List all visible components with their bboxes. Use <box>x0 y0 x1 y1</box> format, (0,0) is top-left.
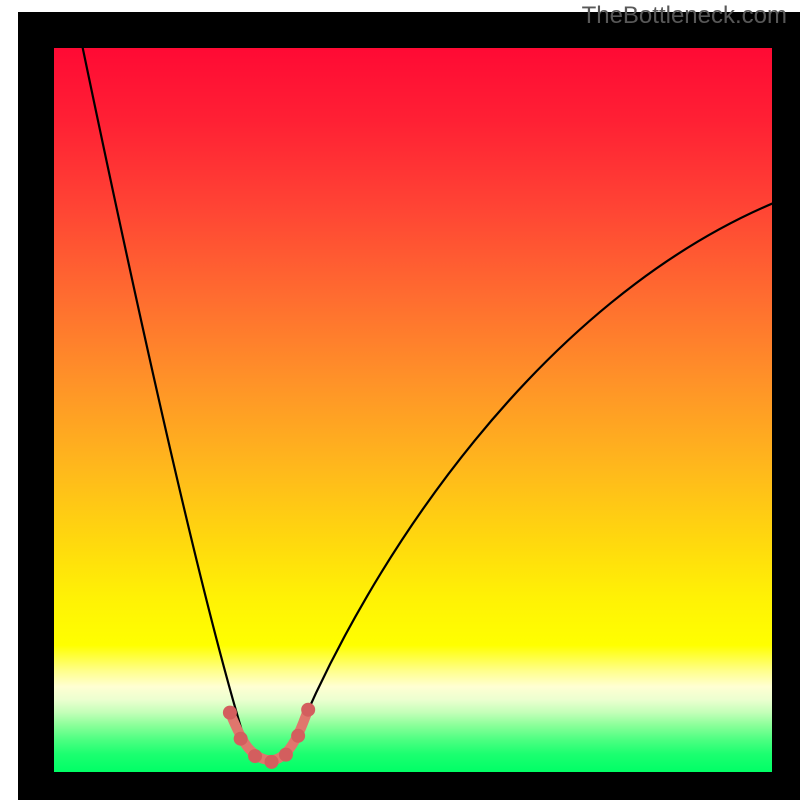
watermark-text: TheBottleneck.com <box>582 2 787 30</box>
